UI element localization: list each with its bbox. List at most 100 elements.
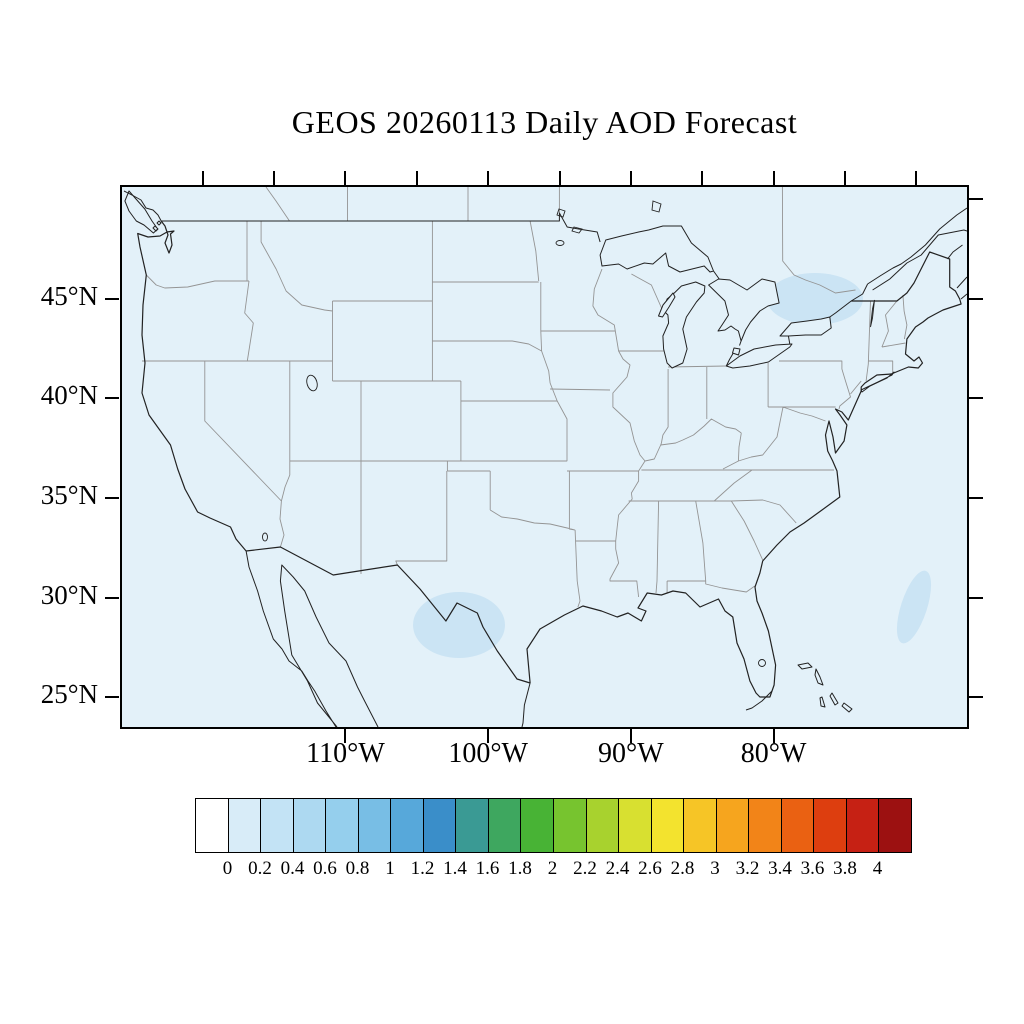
lake-of-the-woods xyxy=(556,208,566,218)
colorbar-tick-label: 3.2 xyxy=(735,858,760,879)
great-salt-lake xyxy=(306,374,318,392)
longitude-tick xyxy=(772,729,775,743)
longitude-tick xyxy=(915,171,918,185)
colorbar-cell xyxy=(748,799,781,852)
lake-huron xyxy=(708,278,780,342)
canada-province-borders xyxy=(265,187,856,294)
colorbar-tick-label: 1.4 xyxy=(443,858,467,879)
colorbar-cell xyxy=(715,799,749,852)
latitude-tick xyxy=(105,496,119,499)
aod-colorbar xyxy=(195,798,912,853)
longitude-tick xyxy=(558,171,561,185)
us-map xyxy=(122,187,967,727)
colorbar-cell xyxy=(683,799,716,852)
lake-champlain xyxy=(870,299,875,328)
latitude-tick xyxy=(105,696,119,699)
latitude-tick xyxy=(969,496,983,499)
latitude-tick xyxy=(105,397,119,400)
lake-ontario xyxy=(779,316,832,337)
colorbar-tick-label: 3.6 xyxy=(800,858,825,879)
lake-nipigon xyxy=(651,200,662,213)
colorbar-cell xyxy=(325,799,358,852)
latitude-label: 40°N xyxy=(40,380,98,411)
colorbar-tick-label: 2.2 xyxy=(573,858,597,879)
colorbar-cell xyxy=(260,799,293,852)
colorbar-cell xyxy=(487,799,521,852)
baja-california-coast xyxy=(245,550,379,727)
green-bay xyxy=(658,292,676,318)
colorbar-tick-label: 2.4 xyxy=(605,858,630,879)
colorbar-tick-label: 2.6 xyxy=(638,858,662,879)
longitude-tick xyxy=(273,171,276,185)
bahamas-islands xyxy=(797,662,853,713)
colorbar-cell xyxy=(813,799,846,852)
mexico-gulf-coast xyxy=(521,682,531,727)
ocean-background xyxy=(122,187,967,727)
small-lakes xyxy=(262,200,875,667)
colorbar-tick-label: 2 xyxy=(547,858,558,879)
colorbar-cell xyxy=(780,799,814,852)
colorbar-tick-label: 0.4 xyxy=(280,858,305,879)
colorbar-tick-label: 0.2 xyxy=(248,858,272,879)
us-coastline-group xyxy=(137,220,962,698)
aod-patch-atlantic xyxy=(896,570,932,644)
longitude-tick xyxy=(415,171,418,185)
florida-keys xyxy=(745,690,773,711)
aod-patch-ontario xyxy=(767,273,863,325)
colorbar-tick-label: 3 xyxy=(710,858,720,879)
us-state-borders xyxy=(142,220,908,608)
colorbar-cell xyxy=(390,799,423,852)
colorbar-cell xyxy=(292,799,326,852)
latitude-tick xyxy=(105,596,119,599)
latitude-label: 35°N xyxy=(40,479,98,510)
aod-patch-texas xyxy=(413,592,505,658)
longitude-label: 100°W xyxy=(448,738,528,769)
long-island xyxy=(860,371,895,393)
colorbar-cell xyxy=(845,799,879,852)
longitude-tick xyxy=(344,171,347,185)
page-title: GEOS 20260113 Daily AOD Forecast xyxy=(291,104,798,140)
colorbar-tick-label: 0.6 xyxy=(313,858,337,879)
red-lake xyxy=(555,240,565,246)
colorbar-tick-label: 1.8 xyxy=(508,858,532,879)
colorbar-cell xyxy=(357,799,391,852)
colorbar-tick-label: 2.8 xyxy=(670,858,695,879)
colorbar-tick-label: 0.8 xyxy=(345,858,370,879)
latitude-tick xyxy=(969,397,983,400)
longitude-tick xyxy=(487,729,490,743)
latitude-tick xyxy=(969,197,983,200)
colorbar-cell xyxy=(878,799,912,852)
latitude-tick xyxy=(969,696,983,699)
pacific-coastline xyxy=(137,220,247,552)
colorbar-cell xyxy=(650,799,684,852)
rainy-lake xyxy=(571,226,583,234)
st-lawrence-estuary xyxy=(867,207,967,300)
colorbar-cell xyxy=(553,799,586,852)
longitude-tick xyxy=(201,171,204,185)
longitude-tick xyxy=(629,729,632,743)
vancouver-island xyxy=(124,190,162,234)
colorbar-cell xyxy=(227,799,261,852)
colorbar-cell xyxy=(585,799,619,852)
lake-st-clair xyxy=(732,347,741,356)
colorbar-cell xyxy=(196,799,228,852)
colorbar-cell xyxy=(618,799,651,852)
lake-michigan xyxy=(662,281,706,369)
us-mexico-border xyxy=(246,546,531,684)
latitude-label: 45°N xyxy=(40,280,98,311)
colorbar-tick-label: 3.8 xyxy=(833,858,857,879)
colorbar-tick-label: 1 xyxy=(385,858,395,879)
lake-erie xyxy=(725,343,793,369)
colorbar-cell xyxy=(455,799,488,852)
latitude-tick xyxy=(969,596,983,599)
colorbar-cell xyxy=(520,799,554,852)
latitude-label: 30°N xyxy=(40,579,98,610)
colorbar-tick-label: 3.4 xyxy=(768,858,792,879)
canada-border-and-rivers xyxy=(161,212,869,367)
longitude-label: 90°W xyxy=(598,738,664,769)
canada-mexico-coastlines xyxy=(123,190,967,727)
longitude-tick xyxy=(843,171,846,185)
longitude-tick xyxy=(772,171,775,185)
longitude-label: 110°W xyxy=(306,738,385,769)
